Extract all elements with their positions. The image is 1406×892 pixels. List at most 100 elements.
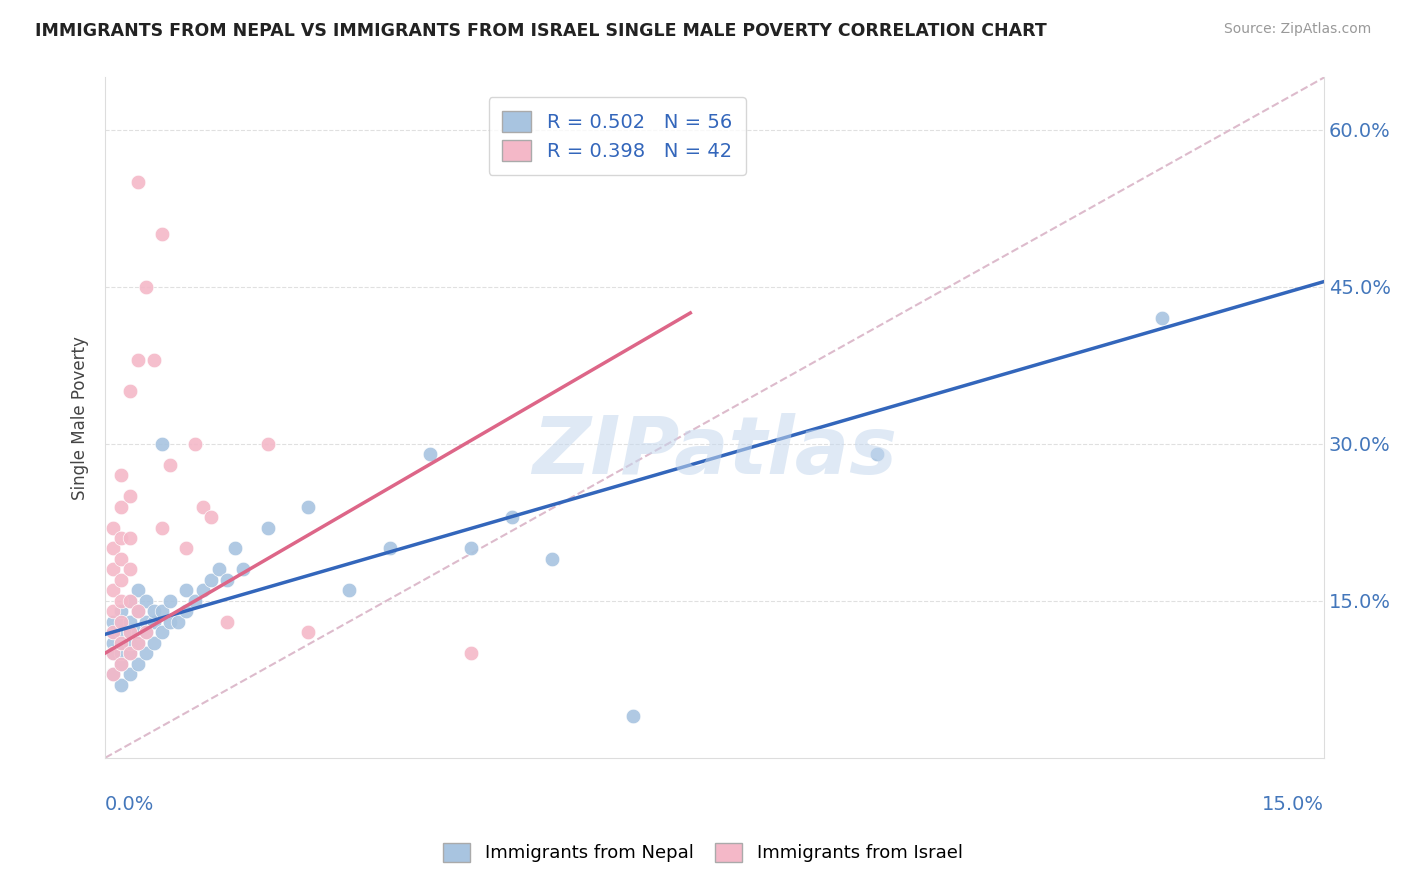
Point [460,541,482,556]
Point [200,573,222,587]
Point [208,562,231,576]
Point [118,625,141,640]
Point [150,437,173,451]
Point [118,384,141,399]
Point [176,604,198,618]
Point [110,531,132,545]
Point [110,468,132,483]
Point [419,447,441,461]
Point [176,583,198,598]
Point [256,437,278,451]
Point [103,604,125,618]
Point [110,615,132,629]
Point [110,594,132,608]
Point [118,594,141,608]
Point [135,625,157,640]
Point [143,635,166,649]
Point [297,625,319,640]
Point [159,458,181,472]
Point [110,646,132,660]
Point [118,531,141,545]
Point [118,635,141,649]
Point [118,667,141,681]
Text: 0.0%: 0.0% [105,795,155,814]
Point [501,510,523,524]
Point [110,635,132,649]
Point [127,353,149,368]
Point [118,646,141,660]
Point [118,562,141,576]
Text: 15.0%: 15.0% [1263,795,1324,814]
Point [127,583,149,598]
Point [460,646,482,660]
Point [183,594,205,608]
Point [224,541,246,556]
Point [103,615,125,629]
Point [127,625,149,640]
Point [127,657,149,671]
Point [103,667,125,681]
Text: Source: ZipAtlas.com: Source: ZipAtlas.com [1223,22,1371,37]
Point [217,573,239,587]
Point [217,615,239,629]
Legend: R = 0.502   N = 56, R = 0.398   N = 42: R = 0.502 N = 56, R = 0.398 N = 42 [488,97,745,175]
Point [150,227,173,242]
Point [143,615,166,629]
Point [150,520,173,534]
Point [103,541,125,556]
Point [118,625,141,640]
Point [191,583,214,598]
Point [135,279,157,293]
Point [103,562,125,576]
Point [103,625,125,640]
Point [337,583,360,598]
Point [143,353,166,368]
Point [127,604,149,618]
Point [110,635,132,649]
Point [135,615,157,629]
Point [150,604,173,618]
Point [110,625,132,640]
Point [143,604,166,618]
Point [1150,311,1173,326]
Point [135,646,157,660]
Point [110,677,132,691]
Point [127,635,149,649]
Point [176,541,198,556]
Point [110,552,132,566]
Point [191,500,214,514]
Point [159,615,181,629]
Y-axis label: Single Male Poverty: Single Male Poverty [72,335,89,500]
Point [127,175,149,189]
Point [103,583,125,598]
Point [118,646,141,660]
Point [103,667,125,681]
Point [297,500,319,514]
Point [183,437,205,451]
Point [127,635,149,649]
Point [110,500,132,514]
Point [150,625,173,640]
Point [135,594,157,608]
Point [118,489,141,503]
Point [110,604,132,618]
Point [232,562,254,576]
Text: IMMIGRANTS FROM NEPAL VS IMMIGRANTS FROM ISRAEL SINGLE MALE POVERTY CORRELATION : IMMIGRANTS FROM NEPAL VS IMMIGRANTS FROM… [35,22,1047,40]
Point [159,594,181,608]
Point [103,646,125,660]
Point [256,520,278,534]
Point [378,541,401,556]
Point [127,604,149,618]
Point [103,646,125,660]
Point [110,573,132,587]
Point [110,657,132,671]
Point [200,510,222,524]
Point [866,447,889,461]
Point [110,657,132,671]
Text: ZIPatlas: ZIPatlas [533,413,897,491]
Point [103,520,125,534]
Point [103,625,125,640]
Point [135,625,157,640]
Point [623,709,645,723]
Point [110,615,132,629]
